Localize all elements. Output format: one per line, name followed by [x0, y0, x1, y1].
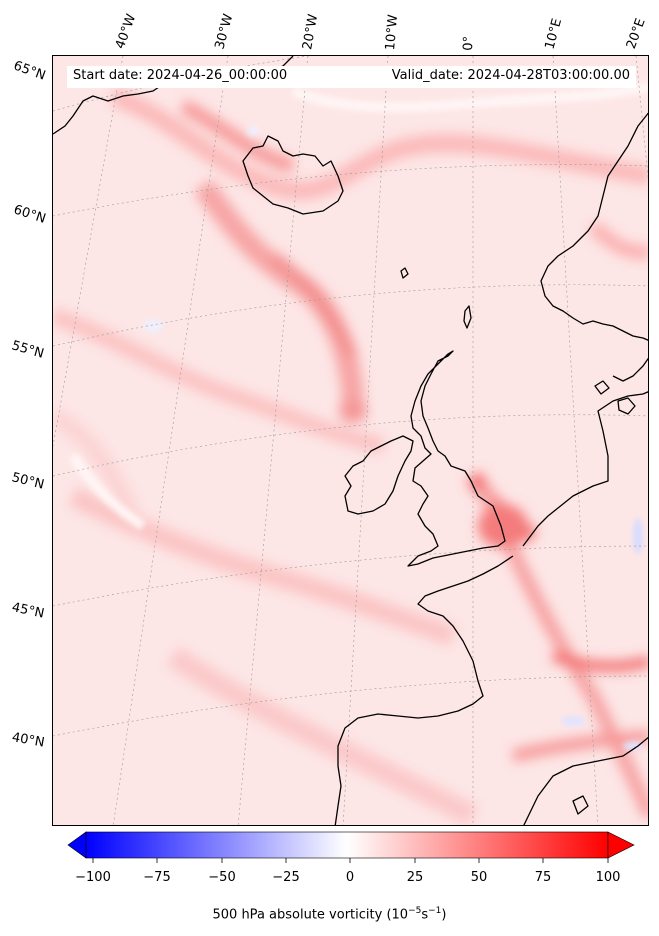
- colorbar-tick-label: 25: [406, 870, 424, 885]
- colorbar-title-unit: s: [421, 907, 429, 923]
- colorbar-title-exponent-2: −1: [428, 906, 442, 916]
- colorbar-tick-label: −75: [143, 870, 171, 885]
- lat-label-55n: 55°N: [9, 338, 46, 362]
- mediterranean-coast: [523, 736, 648, 825]
- vorticity-field: [53, 87, 648, 825]
- negative-vorticity-patches: [68, 81, 648, 750]
- sweden-coast: [612, 357, 648, 382]
- colorbar-tick-label: 100: [595, 870, 621, 885]
- lat-label-65n: 65°N: [11, 58, 48, 84]
- colorbar-ticks: [92, 858, 609, 863]
- graticule: [53, 56, 648, 825]
- colorbar-title-close: ): [441, 907, 447, 923]
- colorbar-title-exponent: −5: [408, 906, 422, 916]
- colorbar: [67, 831, 635, 863]
- lon-label-40w: 40°W: [112, 12, 140, 51]
- lon-label-10w: 10°W: [383, 13, 402, 51]
- start-date-label: Start date: 2024-04-26_00:00:00: [73, 68, 288, 83]
- colorbar-title-text: 500 hPa absolute vorticity (10: [212, 907, 409, 923]
- colorbar-low-extend: [67, 831, 87, 859]
- lat-label-45n: 45°N: [10, 600, 46, 622]
- coastlines: [53, 56, 648, 825]
- france-iberia-coast: [334, 555, 514, 825]
- lon-label-20e: 20°E: [623, 16, 649, 51]
- colorbar-tick-label: −50: [208, 870, 236, 885]
- lat-label-40n: 40°N: [10, 730, 46, 751]
- colorbar-tick-label: −100: [75, 870, 111, 885]
- colorbar-tick-label: 0: [345, 870, 355, 885]
- lon-label-0: 0°: [461, 35, 477, 51]
- lon-label-10e: 10°E: [542, 16, 566, 51]
- norway-coast: [540, 112, 648, 341]
- colorbar-high-extend: [607, 831, 635, 859]
- valid-date-label: Valid_date: 2024-04-28T03:00:00.00: [391, 68, 630, 83]
- colorbar-tick-label: 50: [470, 870, 488, 885]
- continent-coast: [522, 391, 648, 547]
- map-panel: Start date: 2024-04-26_00:00:00 Valid_da…: [52, 55, 649, 826]
- colorbar-gradient: [85, 831, 609, 859]
- vorticity-map: [53, 56, 648, 825]
- lat-label-50n: 50°N: [10, 470, 46, 493]
- lat-label-60n: 60°N: [11, 202, 48, 227]
- colorbar-title: 500 hPa absolute vorticity (10−5s−1): [0, 906, 659, 922]
- ireland-coast: [344, 435, 414, 515]
- iceland-coast: [242, 135, 344, 215]
- lon-label-20w: 20°W: [300, 13, 322, 52]
- great-britain-coast: [407, 350, 506, 567]
- lon-label-30w: 30°W: [212, 12, 237, 51]
- colorbar-tick-label: −25: [272, 870, 300, 885]
- header-bar: [67, 66, 636, 88]
- colorbar-tick-label: 75: [534, 870, 552, 885]
